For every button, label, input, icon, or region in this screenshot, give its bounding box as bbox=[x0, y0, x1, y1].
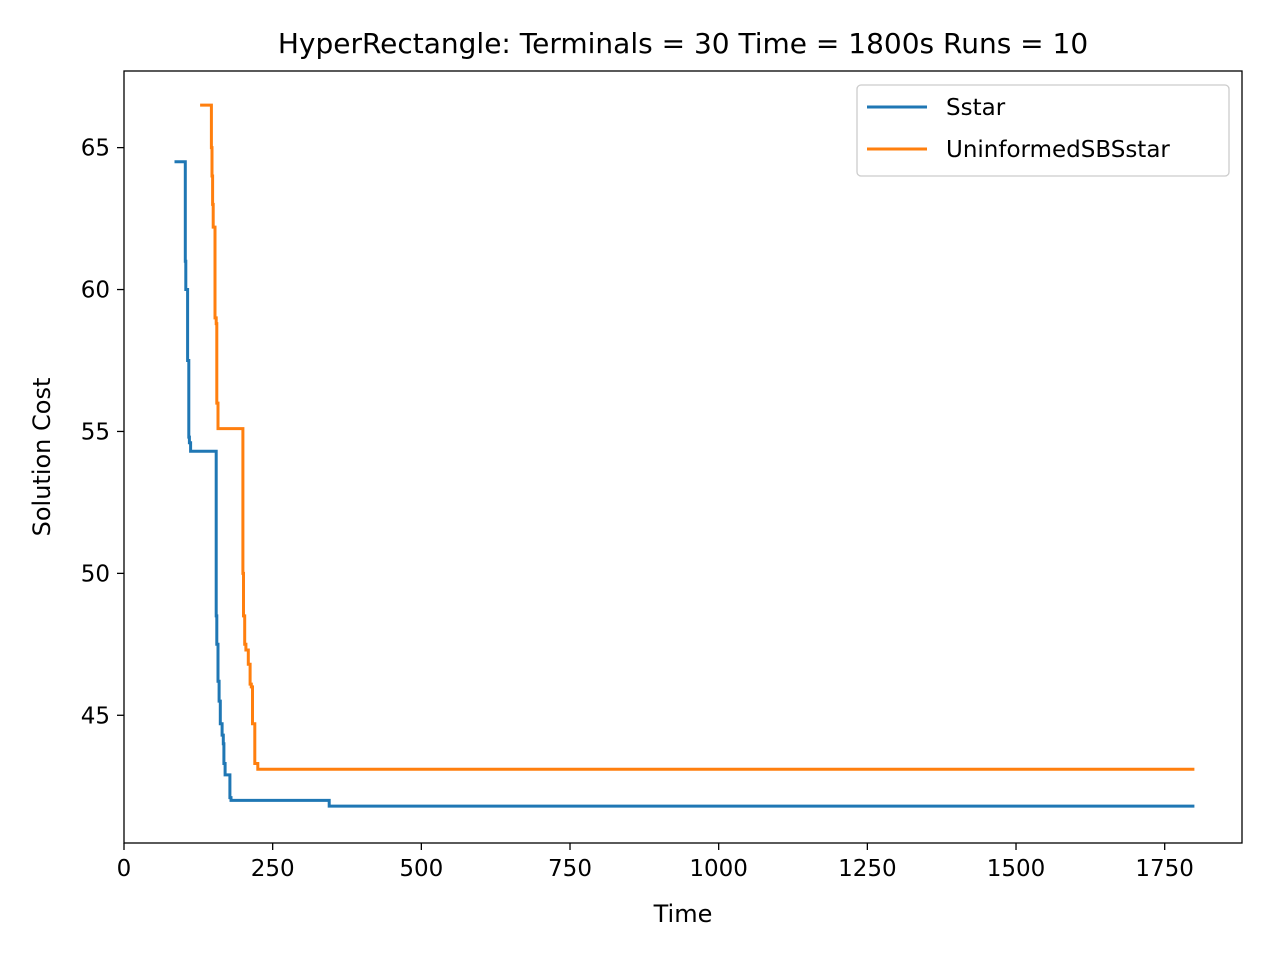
y-tick-label: 45 bbox=[81, 703, 110, 729]
y-tick-label: 65 bbox=[81, 136, 110, 162]
legend: Sstar UninformedSBSstar bbox=[856, 84, 1230, 177]
x-tick-label: 500 bbox=[399, 856, 443, 882]
y-tick-label: 50 bbox=[81, 561, 110, 587]
x-tick-label: 0 bbox=[117, 856, 132, 882]
x-axis-label: Time bbox=[653, 900, 713, 928]
x-tick-label: 1000 bbox=[689, 856, 748, 882]
legend-box bbox=[856, 84, 1230, 177]
plot-frame bbox=[123, 70, 1243, 844]
x-tick-label: 1500 bbox=[987, 856, 1046, 882]
y-tick-label: 60 bbox=[81, 278, 110, 304]
series-line-1 bbox=[174, 160, 1195, 808]
y-axis-label: Solution Cost bbox=[28, 378, 56, 537]
x-axis: 0 250 500 750 1000 1250 1500 1750 bbox=[117, 843, 1194, 882]
legend-label-2: UninformedSBSstar bbox=[946, 137, 1170, 163]
x-tick-label: 1750 bbox=[1135, 856, 1194, 882]
chart-title: HyperRectangle: Terminals = 30 Time = 18… bbox=[278, 27, 1088, 60]
y-axis: 45 50 55 60 65 bbox=[81, 136, 124, 729]
series-layer bbox=[174, 103, 1195, 808]
x-tick-label: 1250 bbox=[838, 856, 897, 882]
x-tick-label: 750 bbox=[548, 856, 592, 882]
legend-label-1: Sstar bbox=[946, 95, 1006, 121]
x-tick-label: 250 bbox=[251, 856, 295, 882]
y-tick-label: 55 bbox=[81, 419, 110, 445]
series-line-2 bbox=[200, 103, 1195, 771]
